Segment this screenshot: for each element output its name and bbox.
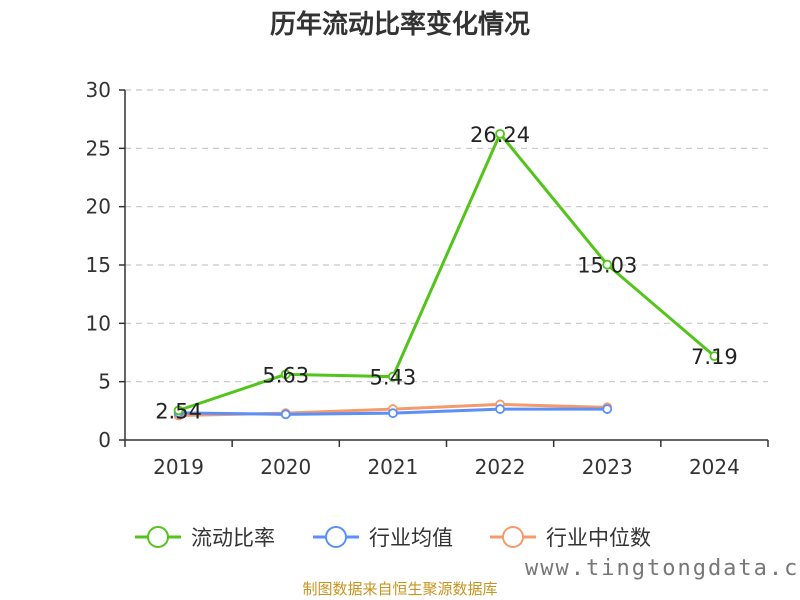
data-point (280, 409, 291, 420)
axes: 0 5 10 15 20 25 30 2019 2020 2021 2022 2023 2024 (86, 78, 769, 479)
x-tick-label: 2019 (153, 455, 204, 479)
y-tick-label: 30 (86, 78, 111, 102)
y-tick-label: 25 (86, 136, 111, 160)
chart-title: 历年流动比率变化情况 (269, 10, 530, 40)
data-point (388, 371, 398, 382)
data-point (388, 408, 398, 419)
legend-marker (325, 526, 347, 548)
data-label: 2.54 (155, 399, 202, 423)
legend-label: 行业中位数 (546, 526, 651, 550)
legend-label: 流动比率 (191, 526, 275, 550)
data-point (602, 259, 613, 270)
legend-label: 行业均值 (369, 526, 453, 550)
y-tick-label: 15 (86, 253, 111, 277)
data-point (709, 351, 720, 362)
y-tick-label: 0 (98, 428, 111, 452)
legend-marker (502, 526, 524, 548)
x-tick-label: 2023 (582, 455, 633, 479)
y-tick-label: 20 (86, 195, 111, 219)
data-label: 15.03 (577, 254, 637, 278)
x-tick-label: 2022 (475, 455, 526, 479)
data-label: 5.63 (262, 363, 309, 387)
data-point (495, 404, 505, 414)
data-point (495, 128, 505, 139)
x-tick-label: 2024 (689, 455, 740, 479)
y-tick-label: 5 (98, 370, 111, 394)
legend-marker (147, 526, 169, 548)
x-tick-label: 2020 (260, 455, 311, 479)
y-tick-label: 10 (86, 311, 111, 335)
data-label: 7.19 (691, 345, 738, 369)
data-point (173, 405, 184, 416)
series-line (178, 132, 716, 412)
grid-lines (125, 89, 768, 383)
data-label: 26.24 (470, 123, 530, 147)
series-lines (173, 128, 720, 421)
data-label: 5.43 (370, 366, 417, 390)
data-point (280, 369, 291, 380)
x-tick-label: 2021 (367, 455, 418, 479)
source-note: 制图数据来自恒生聚源数据库 (302, 580, 498, 598)
legend: 流动比率 行业均值 行业中位数 (135, 526, 651, 550)
data-point (602, 404, 613, 414)
data-labels: 2.54 5.63 5.43 26.24 15.03 7.19 (155, 123, 738, 424)
watermark: www.tingtongdata.com (525, 556, 800, 581)
